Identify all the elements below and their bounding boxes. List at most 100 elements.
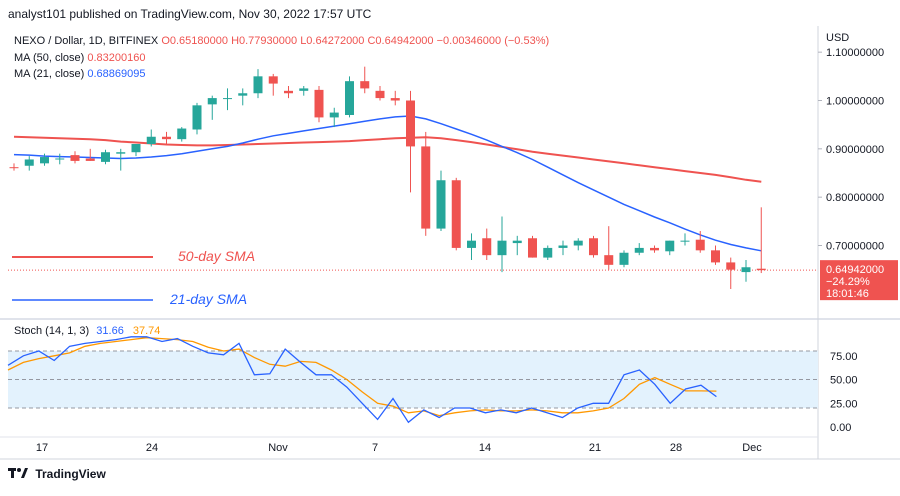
candle-body[interactable] [573, 240, 583, 246]
candle-body[interactable] [619, 252, 629, 265]
time-axis-label: 28 [670, 442, 682, 454]
candle-body[interactable] [192, 105, 202, 130]
sma50-annotation: 50-day SMA [178, 248, 256, 264]
price-label-box [820, 260, 898, 301]
candle-body[interactable] [482, 238, 492, 256]
change-percent-label: −24.29% [826, 276, 870, 288]
stoch-axis-label: 75.00 [830, 351, 858, 363]
candle-body[interactable] [680, 240, 690, 242]
candle-body[interactable] [24, 159, 34, 166]
candle-body[interactable] [528, 238, 537, 258]
candle-body[interactable] [9, 167, 19, 169]
published-text: analyst101 published on TradingView.com,… [8, 7, 372, 21]
candle-body[interactable] [512, 240, 522, 244]
candle-body[interactable] [741, 267, 751, 273]
ma50-value: 0.83200160 [87, 51, 146, 64]
candle-body[interactable] [650, 247, 659, 251]
candle-body[interactable] [467, 240, 476, 248]
candle-body[interactable] [70, 155, 80, 161]
close-value: C0.64942000 [367, 35, 434, 47]
candle-body[interactable] [406, 100, 415, 147]
ma21-value: 0.68869095 [87, 68, 146, 80]
ma21-label: MA (21, close) [14, 68, 85, 80]
open-value: O0.65180000 [161, 35, 228, 47]
time-axis-label: 14 [479, 442, 491, 454]
price-legend: NEXO / Dollar, 1D, BITFINEX O0.65180000 … [14, 33, 549, 83]
candle-body[interactable] [604, 255, 614, 265]
candle-body[interactable] [299, 88, 309, 91]
price-axis-label: 0.70000000 [826, 241, 884, 253]
time-axis-label: Dec [742, 442, 762, 454]
time-axis-label: 17 [36, 442, 48, 454]
last-price-label: 0.64942000 [826, 264, 884, 276]
candle-body[interactable] [756, 268, 766, 271]
candle-body[interactable] [589, 238, 598, 256]
candle-body[interactable] [116, 152, 126, 154]
time-axis-label: 7 [372, 442, 378, 454]
candle-body[interactable] [634, 247, 644, 253]
candle-body[interactable] [451, 180, 461, 248]
candle-body[interactable] [40, 157, 49, 164]
candle-body[interactable] [329, 112, 339, 118]
candle-body[interactable] [543, 247, 553, 258]
ma21-line [13, 115, 762, 252]
symbol-label[interactable]: NEXO / Dollar, 1D, BITFINEX [14, 35, 159, 47]
price-axis-label: 1.10000000 [826, 47, 884, 59]
time-axis-label: 24 [146, 442, 158, 454]
candle-body[interactable] [101, 152, 110, 162]
brand-label: TradingView [35, 467, 106, 481]
stoch-d-line [7, 337, 717, 417]
high-value: H0.77930000 [231, 35, 298, 47]
ohlc-row: NEXO / Dollar, 1D, BITFINEX O0.65180000 … [14, 33, 549, 50]
candle-body[interactable] [162, 136, 171, 140]
change-value: −0.00346000 (−0.53%) [436, 35, 550, 47]
candle-body[interactable] [268, 76, 278, 84]
stoch-k-line [7, 336, 717, 424]
stoch-k-value: 31.66 [96, 325, 124, 337]
candle-body[interactable] [558, 245, 568, 248]
candle-body[interactable] [207, 98, 217, 105]
stoch-axis-label: 25.00 [830, 398, 858, 410]
price-axis-label: 0.80000000 [826, 192, 884, 204]
candle-body[interactable] [223, 98, 232, 100]
countdown-label: 18:01:46 [826, 288, 869, 300]
candle-body[interactable] [360, 81, 370, 89]
time-axis-label: Nov [268, 442, 288, 454]
ma50-line [13, 135, 762, 183]
stoch-axis-label: 0.00 [830, 422, 851, 434]
time-axis-label: 21 [589, 442, 601, 454]
candle-body[interactable] [238, 93, 248, 96]
candle-body[interactable] [436, 180, 446, 229]
candle-body[interactable] [711, 250, 720, 263]
candle-body[interactable] [55, 158, 65, 160]
stoch-label: Stoch (14, 1, 3) [14, 325, 90, 337]
candle-body[interactable] [131, 144, 141, 153]
candle-body[interactable] [345, 81, 354, 115]
price-axis-label: 0.90000000 [826, 144, 884, 156]
candle-body[interactable] [726, 262, 736, 270]
ma21-row[interactable]: MA (21, close) 0.68869095 [14, 66, 549, 83]
candle-body[interactable] [85, 158, 95, 161]
candle-body[interactable] [421, 146, 431, 229]
candle-body[interactable] [146, 136, 156, 144]
candle-body[interactable] [390, 98, 400, 101]
candle-body[interactable] [314, 89, 324, 118]
tradingview-footer[interactable]: TradingView [8, 466, 106, 481]
candle-body[interactable] [284, 90, 293, 94]
price-axis-label: 1.00000000 [826, 96, 884, 108]
candle-body[interactable] [665, 240, 675, 252]
candle-body[interactable] [695, 239, 705, 251]
stoch-legend[interactable]: Stoch (14, 1, 3) 31.66 37.74 [14, 325, 160, 337]
stoch-d-value: 37.74 [132, 325, 161, 337]
candle-body[interactable] [253, 76, 263, 94]
candle-body[interactable] [497, 240, 507, 256]
candle-body[interactable] [177, 128, 187, 140]
stoch-axis-label: 50.00 [830, 375, 858, 387]
ma50-row[interactable]: MA (50, close) 0.83200160 [14, 50, 549, 67]
candle-body[interactable] [375, 90, 385, 99]
sma21-annotation: 21-day SMA [170, 291, 248, 307]
currency-label: USD [826, 32, 849, 44]
ma50-label: MA (50, close) [14, 51, 85, 64]
